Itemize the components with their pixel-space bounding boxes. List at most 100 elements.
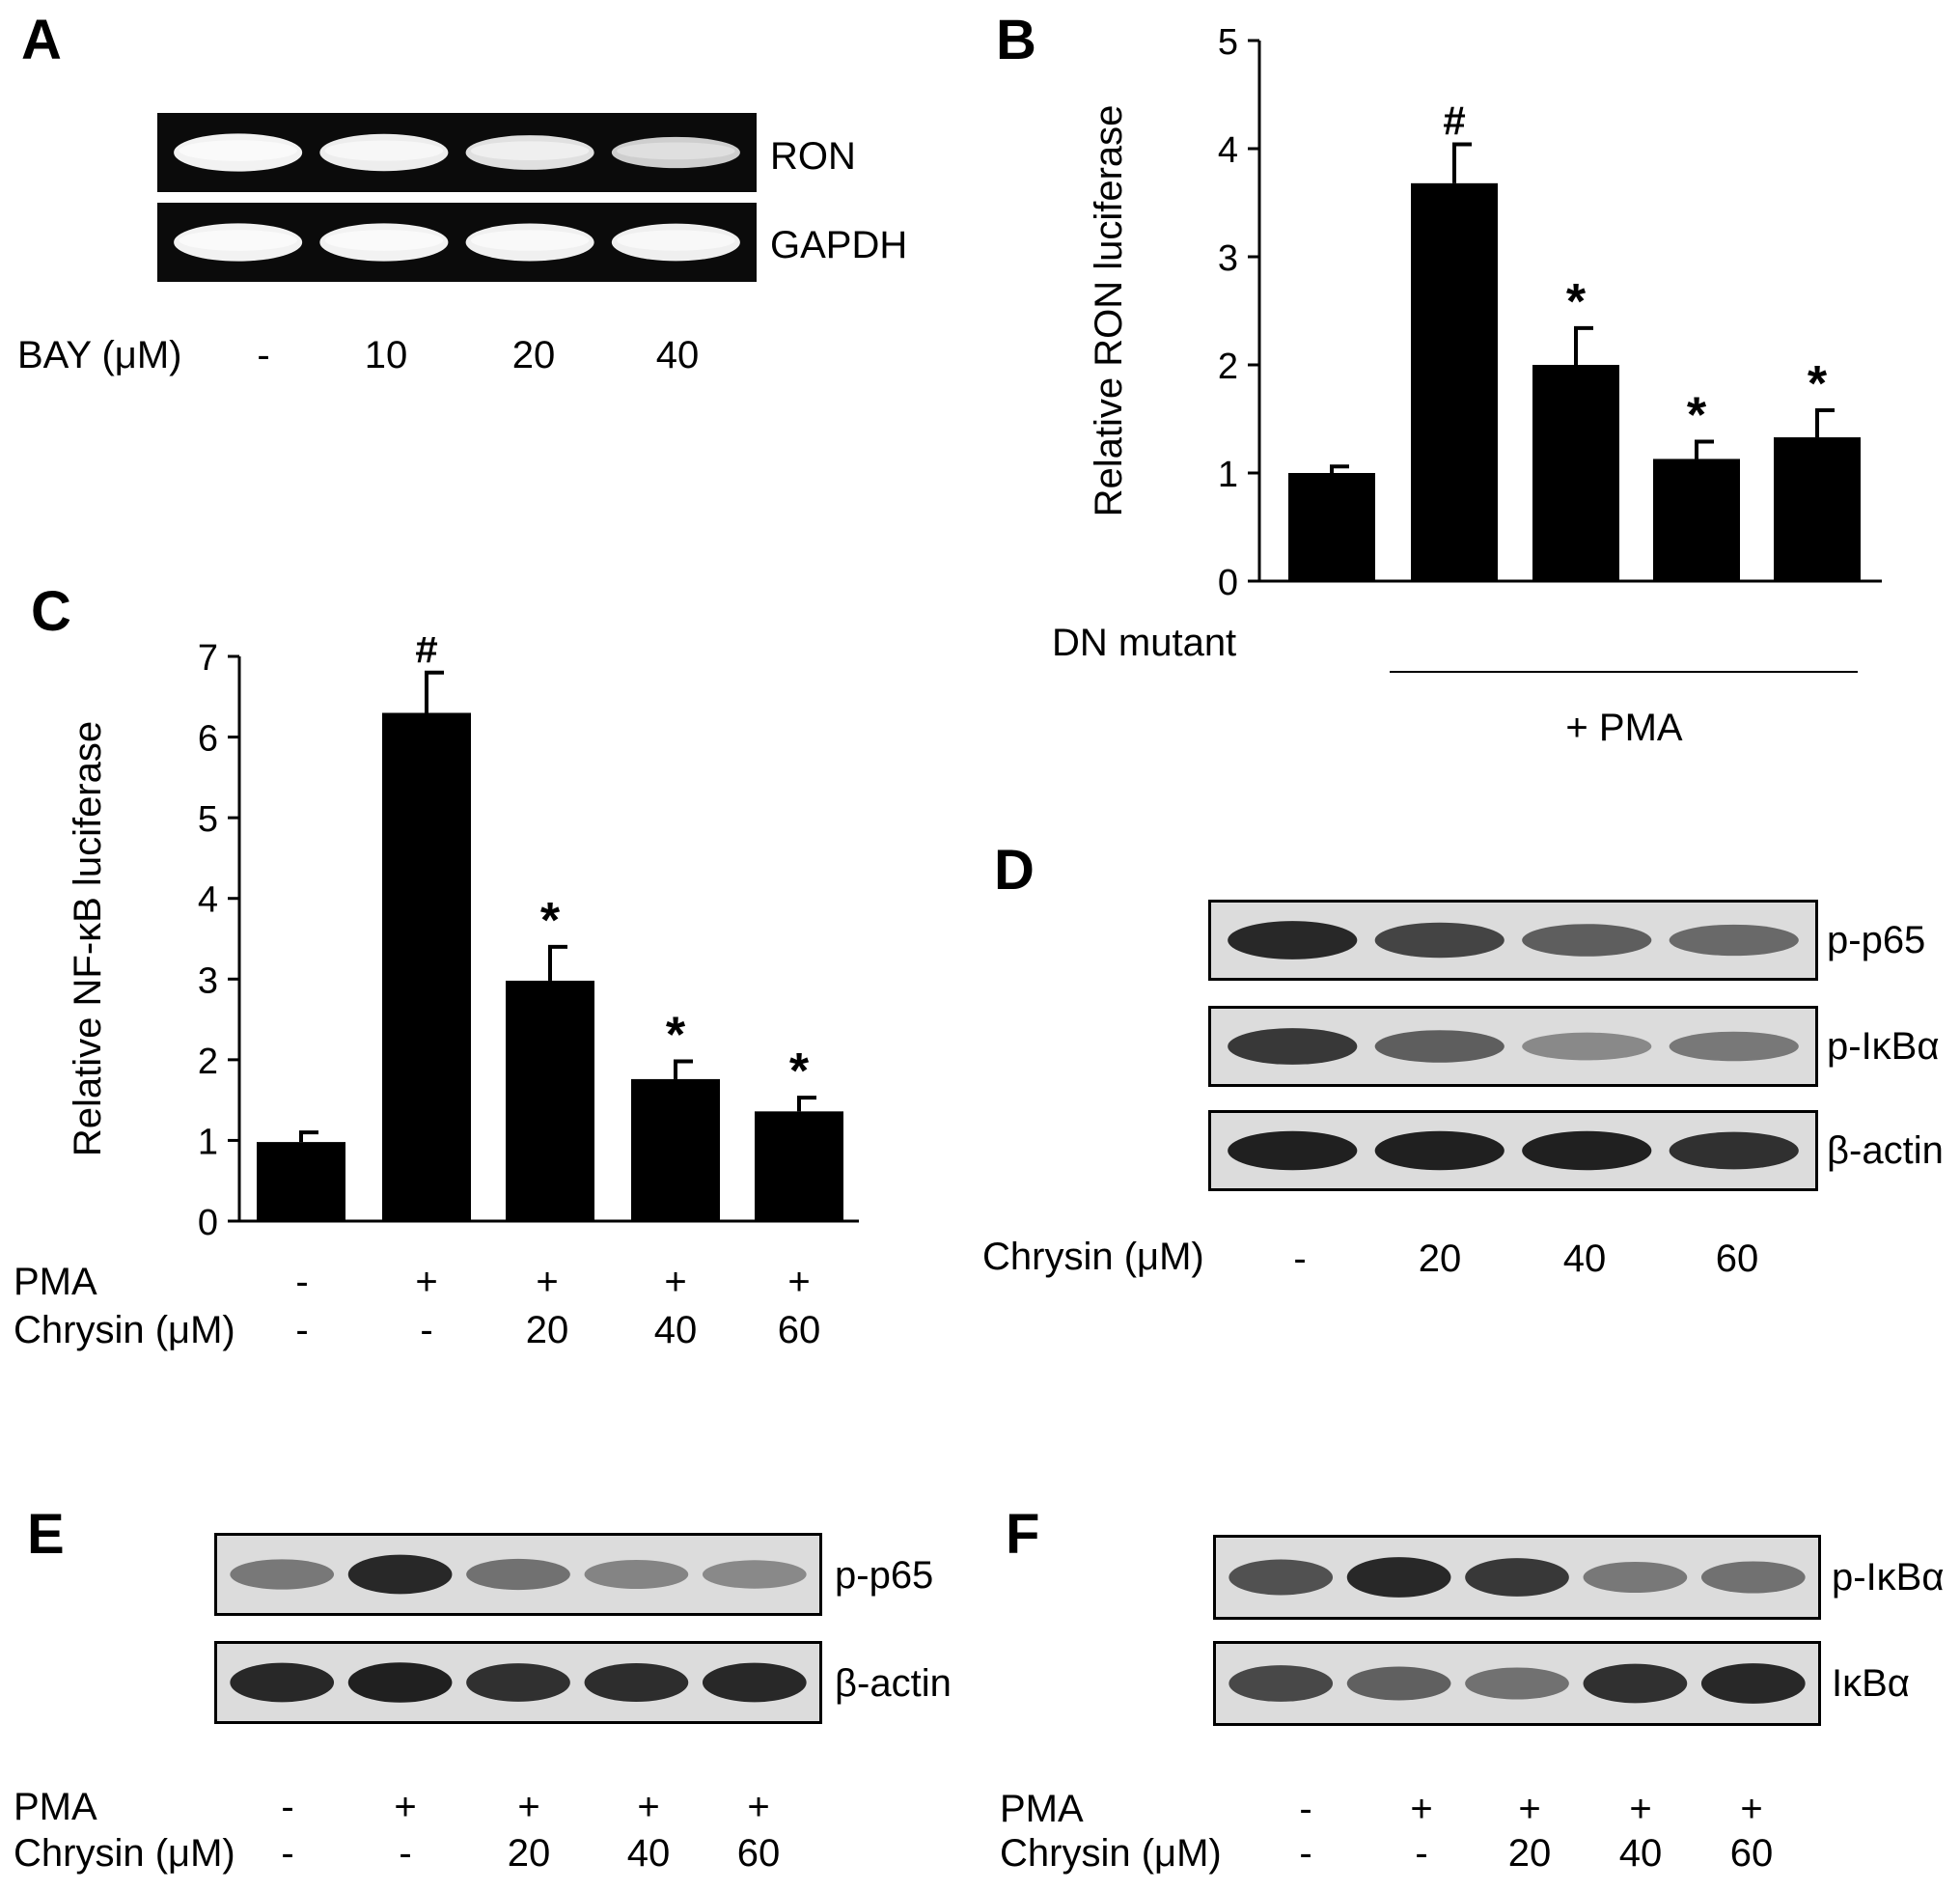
e-row1-lane-1: - xyxy=(281,1786,294,1828)
band-highlight-2 xyxy=(324,230,444,251)
band-4 xyxy=(1583,1561,1688,1594)
c-row2-lane-2: - xyxy=(420,1309,433,1351)
band-highlight-1 xyxy=(179,230,297,251)
c-row1-lane-4: + xyxy=(664,1261,687,1303)
panel-f-label: F xyxy=(1006,1503,1040,1566)
f-pma-label: PMA xyxy=(1000,1788,1084,1830)
blot-d-bands-p-p65 xyxy=(1228,921,1799,959)
bar-4 xyxy=(1653,459,1740,581)
f-row2-lane-3: 20 xyxy=(1507,1832,1552,1875)
y-tick-label: 6 xyxy=(198,719,218,760)
panel-a-label: A xyxy=(21,9,62,71)
bay-lane-3: 20 xyxy=(511,334,556,376)
f-row1-lane-2: + xyxy=(1410,1788,1433,1830)
bar-1 xyxy=(257,1142,345,1221)
f-row2-lane-1: - xyxy=(1299,1832,1312,1875)
y-tick-label: 0 xyxy=(198,1203,218,1236)
band-4 xyxy=(584,1560,689,1589)
band-2 xyxy=(1374,922,1505,959)
e-row2-lane-1: - xyxy=(281,1832,294,1875)
f-row2-lane-4: 40 xyxy=(1618,1832,1663,1875)
band-1 xyxy=(1228,1028,1358,1065)
d-chrysin-label: Chrysin (μM) xyxy=(982,1236,1204,1278)
y-tick-label: 1 xyxy=(198,1122,218,1162)
blot-e-label-actin: β-actin xyxy=(835,1662,952,1705)
gel-row-ron xyxy=(157,113,757,192)
significance-mark-3: * xyxy=(1566,274,1587,330)
e-row2-lane-3: 20 xyxy=(507,1832,551,1875)
c-row2-lane-3: 20 xyxy=(525,1309,569,1351)
blot-d-label-p-ikba: p-IκBα xyxy=(1827,1025,1940,1068)
band-5 xyxy=(702,1560,807,1589)
blot-e-actin xyxy=(214,1641,822,1724)
d-lane-4: 60 xyxy=(1715,1237,1759,1280)
f-row1-lane-3: + xyxy=(1518,1788,1541,1830)
band-3 xyxy=(1522,1130,1652,1171)
band-2 xyxy=(1374,1030,1505,1063)
y-tick-label: 0 xyxy=(1218,563,1238,603)
y-tick-label: 4 xyxy=(198,880,218,921)
band-highlight-4 xyxy=(617,230,735,251)
band-1 xyxy=(1228,921,1358,959)
y-axis-label: Relative NF-κB luciferase xyxy=(67,721,109,1156)
f-row1-lane-1: - xyxy=(1299,1788,1312,1830)
blot-d-p-ikba xyxy=(1208,1006,1818,1087)
e-pma-label: PMA xyxy=(14,1786,97,1828)
bay-lane-4: 40 xyxy=(655,334,700,376)
blot-d-p-p65 xyxy=(1208,900,1818,981)
band-2 xyxy=(347,1554,453,1595)
panel-e-label: E xyxy=(27,1503,65,1566)
band-5 xyxy=(1700,1663,1806,1704)
c-row2-lane-5: 60 xyxy=(777,1309,821,1351)
band-2 xyxy=(1346,1666,1451,1701)
blot-f-label-ikba: IκBα xyxy=(1832,1662,1910,1705)
f-row2-lane-2: - xyxy=(1415,1832,1428,1875)
e-row2-lane-2: - xyxy=(399,1832,412,1875)
c-row1-lane-3: + xyxy=(536,1261,559,1303)
band-3 xyxy=(1522,924,1652,957)
gel-label-ron: RON xyxy=(770,135,856,178)
f-row2-lane-5: 60 xyxy=(1729,1832,1774,1875)
band-2 xyxy=(347,1662,453,1703)
band-highlight-1 xyxy=(179,140,297,161)
c-row1-lane-2: + xyxy=(415,1261,438,1303)
blot-f-label-p-ikba: p-IκBα xyxy=(1832,1556,1945,1599)
y-tick-label: 1 xyxy=(1218,455,1238,495)
band-2 xyxy=(1346,1557,1451,1598)
e-row1-lane-5: + xyxy=(747,1786,770,1828)
blot-d-bands-actin xyxy=(1228,1130,1799,1171)
panel-c-label: C xyxy=(31,580,71,643)
band-1 xyxy=(230,1559,335,1590)
chart-c: 0 1 2 3 4 5 6 7 Relative NF-κB luciferase # * * * xyxy=(67,637,859,1236)
bar-4 xyxy=(631,1078,720,1221)
c-row1-lane-1: - xyxy=(295,1261,309,1303)
c-row2-lane-4: 40 xyxy=(653,1309,698,1351)
band-1 xyxy=(1228,1665,1334,1702)
gel-bands-gapdh xyxy=(174,223,740,262)
f-row1-lane-4: + xyxy=(1629,1788,1652,1830)
bar-3 xyxy=(1532,365,1619,581)
bar-2 xyxy=(382,712,471,1221)
band-3 xyxy=(1465,1667,1569,1700)
bar-5 xyxy=(755,1111,843,1221)
e-row2-lane-4: 40 xyxy=(626,1832,671,1875)
y-axis-label: Relative RON luciferase xyxy=(1088,105,1130,517)
d-lane-3: 40 xyxy=(1562,1237,1607,1280)
blot-d-actin xyxy=(1208,1110,1818,1191)
band-3 xyxy=(466,1558,570,1591)
blot-f-ikba xyxy=(1213,1641,1821,1726)
blot-f-p-ikba xyxy=(1213,1535,1821,1620)
gel-label-gapdh: GAPDH xyxy=(770,224,908,266)
e-row1-lane-3: + xyxy=(517,1786,540,1828)
significance-mark-5: * xyxy=(1808,356,1828,412)
c-chrysin-label: Chrysin (μM) xyxy=(14,1309,235,1351)
blot-d-label-actin: β-actin xyxy=(1827,1129,1944,1172)
band-4 xyxy=(584,1662,689,1703)
significance-mark-4: * xyxy=(666,1008,686,1064)
e-row2-lane-5: 60 xyxy=(736,1832,781,1875)
bay-row-label: BAY (μM) xyxy=(17,334,182,376)
pma-group-line xyxy=(1390,671,1858,673)
band-highlight-3 xyxy=(470,230,590,251)
c-pma-label: PMA xyxy=(14,1261,97,1303)
